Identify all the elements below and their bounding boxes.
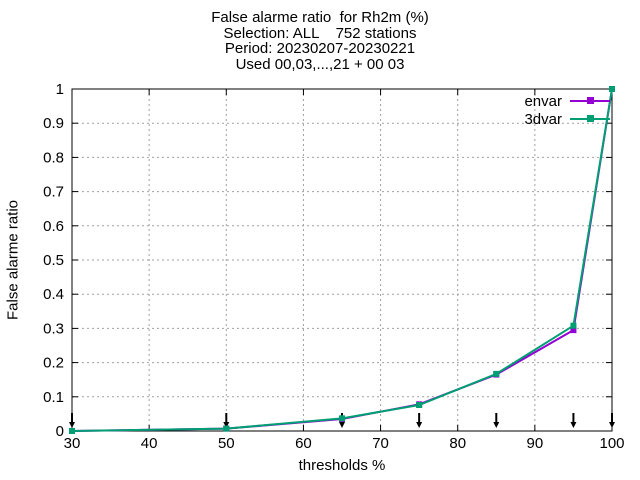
threshold-marker-head xyxy=(69,422,75,428)
y-tick-label: 0.6 xyxy=(43,218,64,235)
y-tick-label: 0.7 xyxy=(43,184,64,201)
y-tick-label: 0.8 xyxy=(43,149,64,166)
y-tick-label: 0 xyxy=(56,423,64,440)
threshold-marker-head xyxy=(223,422,230,428)
axis-layer: 30 40 50 60 70 80 90 100 0 0.1 0.2 0.3 0.4 0.5 0.6 0.7 0… xyxy=(43,81,624,452)
data-point-3dvar xyxy=(69,428,75,434)
grid-layer xyxy=(72,89,612,431)
x-tick-label: 50 xyxy=(218,435,235,452)
threshold-marker-head xyxy=(570,422,577,428)
legend-swatch-3dvar xyxy=(570,112,610,126)
title-line-3: Period: 20230207-20230221 xyxy=(224,40,416,57)
y-tick-label: 0.9 xyxy=(43,115,64,132)
legend-swatch-envar xyxy=(570,94,610,108)
threshold-marker-head xyxy=(493,422,500,428)
data-point-3dvar xyxy=(570,322,577,329)
legend-label-envar: envar xyxy=(524,92,562,110)
x-axis-label: thresholds % xyxy=(298,457,386,474)
data-point-envar xyxy=(570,327,577,334)
x-tick-label: 60 xyxy=(295,435,312,452)
data-point-3dvar xyxy=(339,415,345,422)
x-tick-label: 70 xyxy=(372,435,389,452)
y-tick-label: 0.1 xyxy=(43,389,64,406)
threshold-marker-head xyxy=(339,422,345,428)
x-tick-label: 80 xyxy=(449,435,466,452)
chart-title: False alarme ratio for Rh2m (%) Selectio… xyxy=(0,10,640,72)
data-point-3dvar xyxy=(493,370,500,377)
y-tick-label: 1 xyxy=(56,81,64,98)
data-point-3dvar xyxy=(416,402,423,409)
y-tick-label: 0.4 xyxy=(43,286,64,303)
threshold-marker-head xyxy=(416,422,423,428)
y-tick-label: 0.5 xyxy=(43,252,64,269)
y-tick-label: 0.2 xyxy=(43,355,64,372)
legend: envar 3dvar xyxy=(524,92,610,128)
data-point-3dvar xyxy=(223,425,230,432)
y-axis-label: False alarme ratio xyxy=(4,199,22,321)
data-point-3dvar xyxy=(609,86,615,92)
series-layer xyxy=(69,86,615,434)
x-tick-label: 40 xyxy=(141,435,158,452)
legend-entry-3dvar: 3dvar xyxy=(524,110,610,128)
x-tick-label: 100 xyxy=(599,435,624,452)
title-line-2: Selection: ALL 752 stations xyxy=(223,24,417,42)
title-line-4: Used 00,03,...,21 + 00 03 xyxy=(235,55,405,73)
title-line-1: False alarme ratio for Rh2m (%) xyxy=(211,9,429,26)
x-tick-label: 30 xyxy=(64,435,81,452)
x-tick-label: 90 xyxy=(527,435,544,452)
y-tick-label: 0.3 xyxy=(43,320,64,337)
threshold-marker-layer xyxy=(69,413,615,428)
threshold-marker-head xyxy=(609,422,615,428)
legend-label-3dvar: 3dvar xyxy=(524,110,562,128)
legend-entry-envar: envar xyxy=(524,92,610,110)
